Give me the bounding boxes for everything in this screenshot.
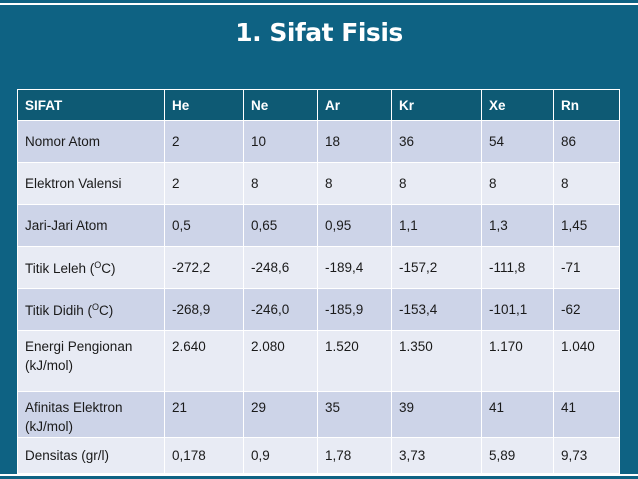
column-header-kr: Kr: [391, 89, 482, 121]
table-cell: 9,73: [553, 437, 620, 474]
slide-title: 1. Sifat Fisis: [235, 18, 403, 47]
table-row: Titik Leleh (OC) -272,2 -248,6 -189,4 -1…: [17, 246, 620, 289]
table-cell: 3,73: [391, 437, 482, 474]
table-cell: -71: [553, 246, 620, 289]
table-cell: 36: [391, 120, 482, 163]
row-label-unit: C): [101, 260, 116, 276]
table-cell: 41: [481, 391, 554, 438]
row-label: Densitas (gr/l): [17, 437, 165, 474]
table-cell: 0,65: [243, 204, 318, 247]
table-cell: 86: [553, 120, 620, 163]
column-header-rn: Rn: [553, 89, 620, 121]
table-cell: -111,8: [481, 246, 554, 289]
column-header-ar: Ar: [317, 89, 392, 121]
table-cell: 1.520: [317, 330, 392, 392]
table-cell: -268,9: [164, 288, 244, 331]
table-cell: 39: [391, 391, 482, 438]
table-cell: 0,178: [164, 437, 244, 474]
properties-table: SIFAT He Ne Ar Kr Xe Rn Nomor Atom 2 10 …: [17, 89, 620, 474]
table-cell: 5,89: [481, 437, 554, 474]
table-cell: -185,9: [317, 288, 392, 331]
table-cell: 0,95: [317, 204, 392, 247]
table-cell: 35: [317, 391, 392, 438]
column-header-ne: Ne: [243, 89, 318, 121]
table-cell: -246,0: [243, 288, 318, 331]
table-cell: -62: [553, 288, 620, 331]
table-cell: 1,45: [553, 204, 620, 247]
table-cell: -153,4: [391, 288, 482, 331]
table-row: Afinitas Elektron (kJ/mol) 21 29 35 39 4…: [17, 391, 620, 438]
table-row: Elektron Valensi 2 8 8 8 8 8: [17, 162, 620, 205]
table-cell: 2.640: [164, 330, 244, 392]
top-rule: [0, 3, 638, 5]
table-cell: 0,5: [164, 204, 244, 247]
table-cell: 1,78: [317, 437, 392, 474]
table-cell: 1.170: [481, 330, 554, 392]
table-row: Titik Didih (OC) -268,9 -246,0 -185,9 -1…: [17, 288, 620, 331]
table-cell: 8: [391, 162, 482, 205]
table-cell: 21: [164, 391, 244, 438]
column-header-he: He: [164, 89, 244, 121]
table-cell: 18: [317, 120, 392, 163]
table-cell: 10: [243, 120, 318, 163]
table-row: Densitas (gr/l) 0,178 0,9 1,78 3,73 5,89…: [17, 437, 620, 474]
table-cell: 2: [164, 162, 244, 205]
table-cell: 1.350: [391, 330, 482, 392]
table-cell: 54: [481, 120, 554, 163]
row-label: Titik Leleh (OC): [17, 246, 165, 289]
table-cell: 8: [243, 162, 318, 205]
table-cell: -189,4: [317, 246, 392, 289]
bottom-rule: [0, 474, 638, 476]
table-cell: 8: [481, 162, 554, 205]
table-cell: 2: [164, 120, 244, 163]
table-cell: 29: [243, 391, 318, 438]
table-cell: -157,2: [391, 246, 482, 289]
table-cell: 0,9: [243, 437, 318, 474]
row-label-unit: C): [99, 302, 114, 318]
row-label-text: Titik Leleh (: [25, 260, 95, 276]
table-cell: 8: [317, 162, 392, 205]
degree-superscript: O: [92, 301, 100, 312]
row-label: Afinitas Elektron (kJ/mol): [17, 391, 165, 438]
table-cell: 2.080: [243, 330, 318, 392]
degree-superscript: O: [94, 259, 102, 270]
row-label: Elektron Valensi: [17, 162, 165, 205]
table-row: Jari-Jari Atom 0,5 0,65 0,95 1,1 1,3 1,4…: [17, 204, 620, 247]
table-cell: 8: [553, 162, 620, 205]
table-cell: 41: [553, 391, 620, 438]
table-row: Energi Pengionan (kJ/mol) 2.640 2.080 1.…: [17, 330, 620, 392]
column-header-sifat: SIFAT: [17, 89, 165, 121]
row-label: Jari-Jari Atom: [17, 204, 165, 247]
table-cell: -272,2: [164, 246, 244, 289]
table-header-row: SIFAT He Ne Ar Kr Xe Rn: [17, 89, 620, 121]
table-cell: 1.040: [553, 330, 620, 392]
table-cell: 1,1: [391, 204, 482, 247]
table-cell: -101,1: [481, 288, 554, 331]
row-label-text: Titik Didih (: [25, 302, 93, 318]
table-cell: -248,6: [243, 246, 318, 289]
row-label: Nomor Atom: [17, 120, 165, 163]
table-cell: 1,3: [481, 204, 554, 247]
row-label: Energi Pengionan (kJ/mol): [17, 330, 165, 392]
row-label: Titik Didih (OC): [17, 288, 165, 331]
column-header-xe: Xe: [481, 89, 554, 121]
table-row: Nomor Atom 2 10 18 36 54 86: [17, 120, 620, 163]
